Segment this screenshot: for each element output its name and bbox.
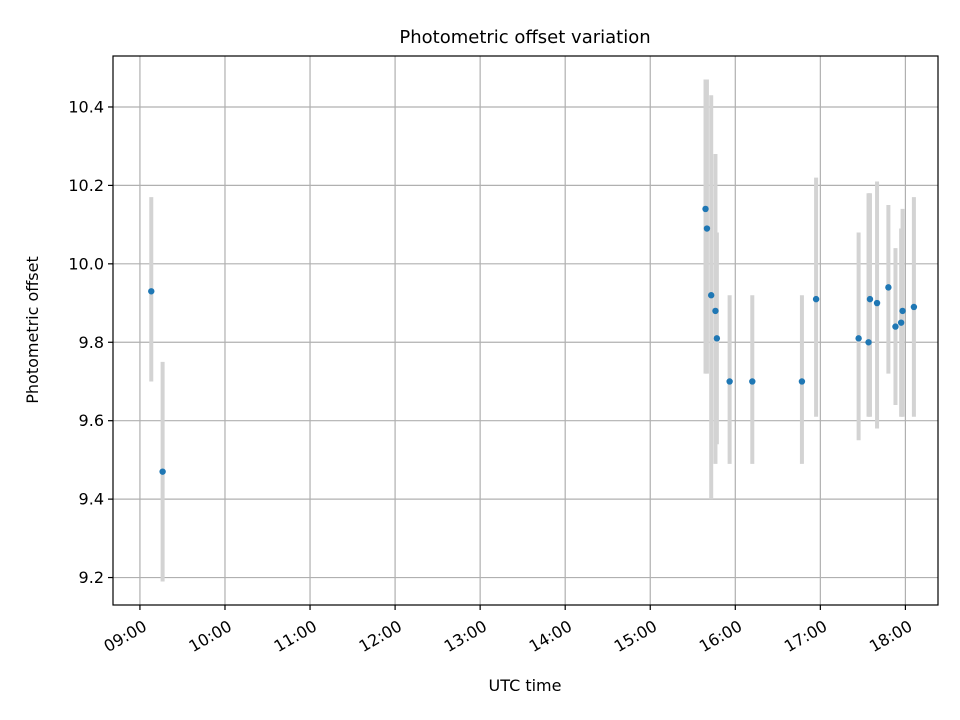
- grid-layer: [113, 56, 938, 605]
- data-point: [712, 307, 719, 315]
- data-point: [892, 323, 899, 330]
- data-point: [798, 378, 806, 385]
- y-tick-label: 9.8: [79, 333, 104, 352]
- data-point: [910, 303, 918, 311]
- data-point: [713, 335, 721, 342]
- y-tick-label: 9.2: [79, 568, 104, 587]
- data-point: [855, 335, 862, 342]
- data-point: [865, 339, 872, 346]
- y-tick-label: 10.4: [68, 97, 104, 116]
- data-point: [749, 378, 756, 385]
- data-point: [897, 319, 905, 326]
- point-layer: [148, 205, 918, 475]
- y-tick-label: 10.0: [68, 254, 104, 273]
- y-tick-label: 10.2: [68, 176, 104, 195]
- data-point: [726, 378, 733, 385]
- data-point: [148, 288, 155, 295]
- data-point: [159, 468, 166, 475]
- data-point: [873, 299, 881, 307]
- y-tick-label: 9.4: [79, 490, 104, 509]
- y-axis-label: Photometric offset: [23, 256, 42, 404]
- data-point: [707, 292, 715, 299]
- x-axis-label: UTC time: [489, 676, 562, 695]
- data-point: [885, 284, 892, 291]
- plot-frame: [112, 55, 939, 606]
- y-tick-label: 9.6: [79, 411, 104, 430]
- data-point: [702, 205, 709, 213]
- data-point: [866, 295, 874, 303]
- data-point: [899, 307, 906, 315]
- chart-title: Photometric offset variation: [399, 27, 650, 48]
- data-point: [812, 295, 820, 303]
- data-point: [703, 225, 711, 232]
